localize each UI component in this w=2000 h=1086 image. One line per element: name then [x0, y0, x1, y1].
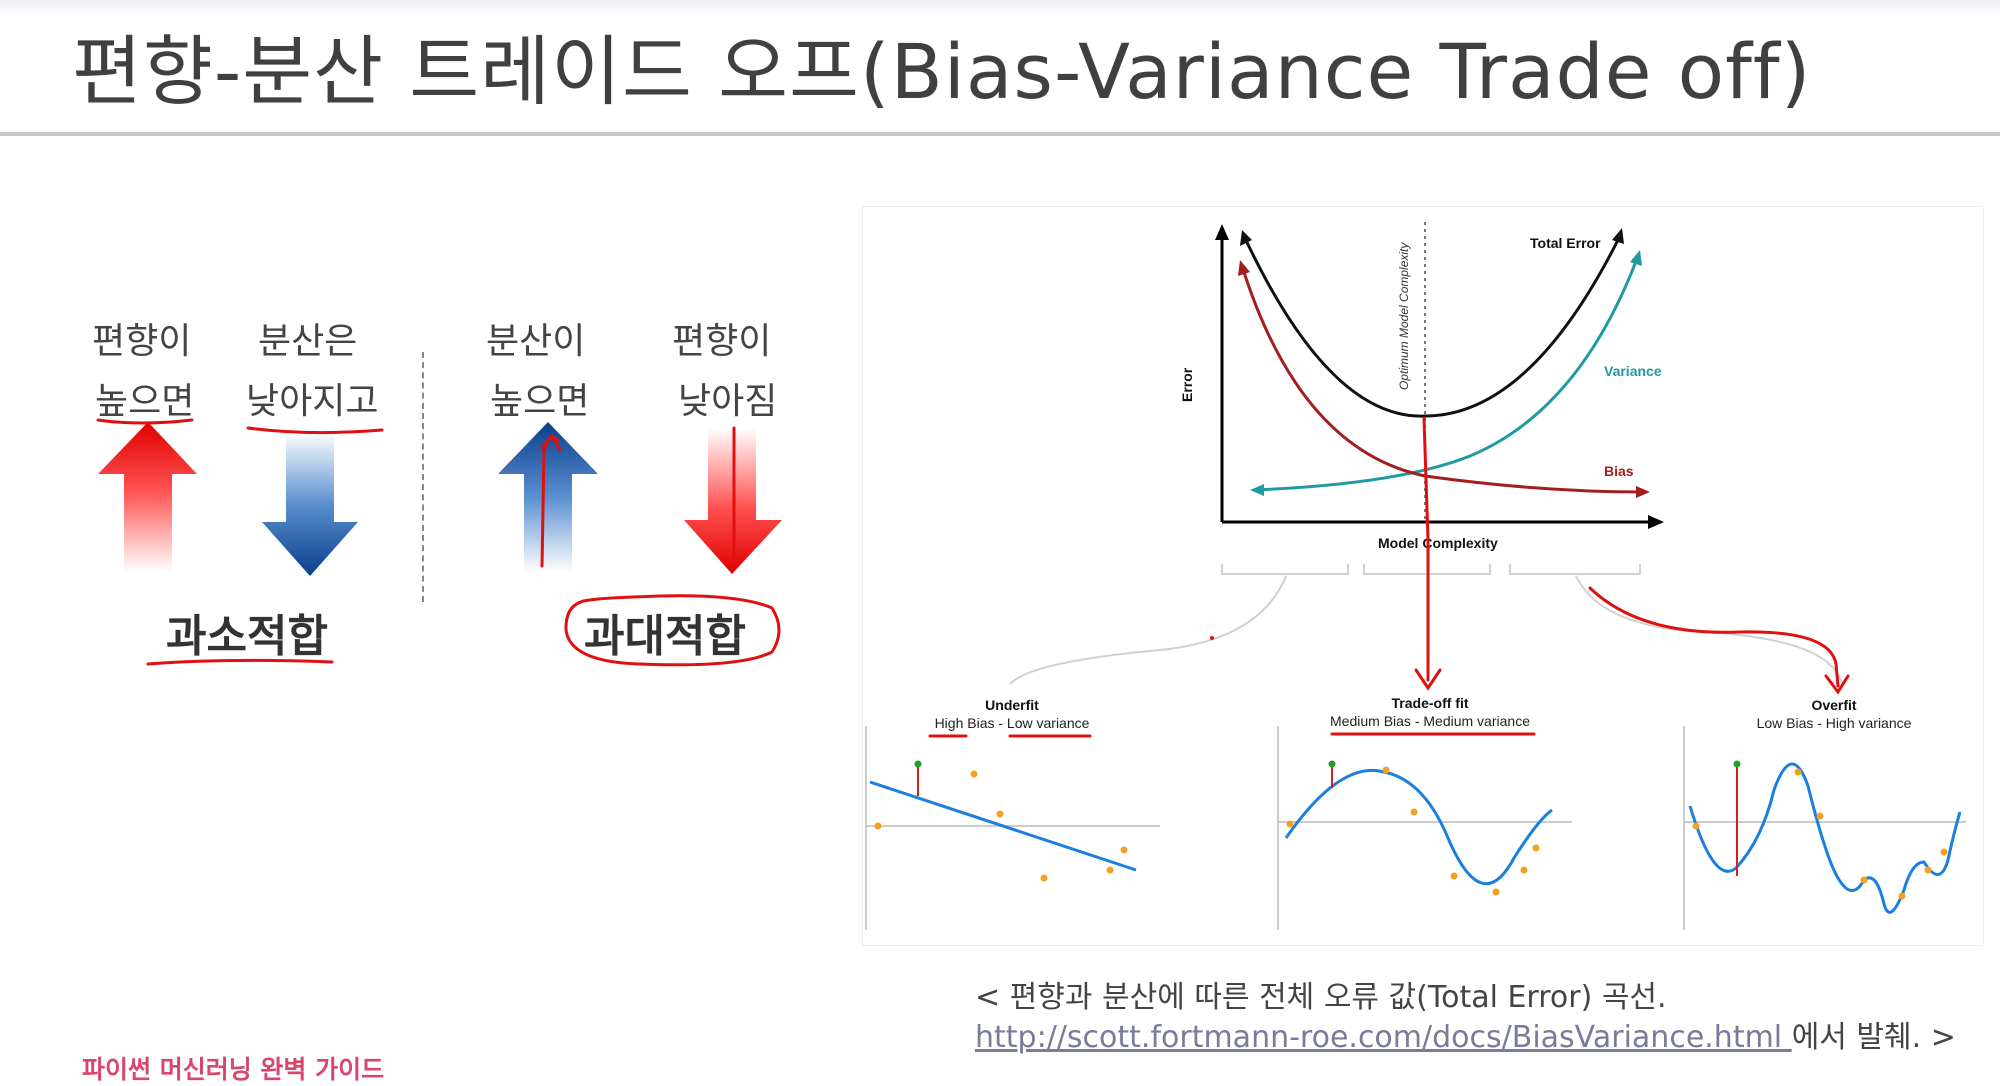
bias-up-arrow-icon	[98, 422, 197, 572]
left-panel-graphics	[96, 418, 782, 667]
overfit-label: 과대적합	[584, 611, 746, 662]
figure-caption-line1: < 편향과 분산에 따른 전체 오류 값(Total Error) 곡선.	[975, 980, 1667, 1015]
page-title: 편향-분산 트레이드 오프(Bias-Variance Trade off)	[72, 27, 1812, 116]
overfit-word-bias-low-1: 편향이	[672, 321, 772, 362]
caption-suffix: 에서 발췌. >	[1791, 1020, 1956, 1055]
bias-variance-figure	[862, 206, 1984, 946]
underfit-word-variance-low-1: 분산은	[258, 321, 358, 362]
underfit-word-variance-low-2: 낮아지고	[246, 381, 379, 422]
source-link[interactable]: http://scott.fortmann-roe.com/docs/BiasV…	[975, 1020, 1792, 1055]
underfit-word-bias-high-2: 높으면	[95, 381, 195, 422]
underfit-label: 과소적합	[166, 611, 328, 662]
variance-up-arrow-icon	[498, 422, 598, 572]
overfit-word-bias-low-2: 낮아짐	[678, 381, 778, 422]
variance-down-arrow-icon	[262, 432, 358, 576]
figure-caption-line2: http://scott.fortmann-roe.com/docs/BiasV…	[975, 1012, 1956, 1056]
title-divider	[0, 132, 2000, 136]
underfit-word-bias-high-1: 편향이	[92, 321, 192, 362]
handwritten-annotations	[96, 418, 781, 667]
title-bar-background	[0, 0, 2000, 18]
overfit-word-variance-high-2: 높으면	[490, 381, 590, 422]
group-divider	[422, 352, 424, 602]
overfit-word-variance-high-1: 분산이	[486, 321, 586, 362]
book-footer: 파이썬 머신러닝 완벽 가이드	[82, 1055, 385, 1084]
